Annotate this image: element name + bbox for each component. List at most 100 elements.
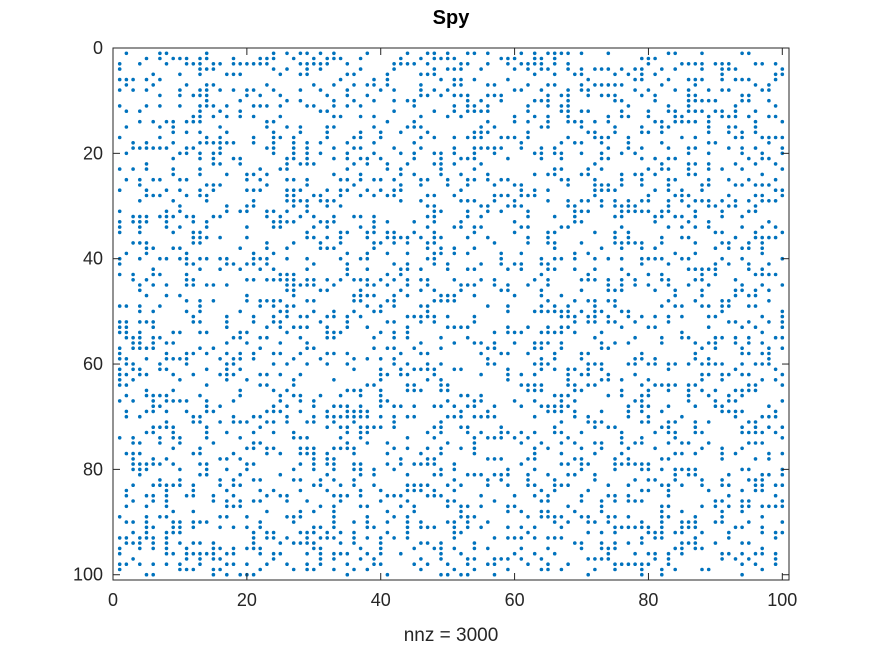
spy-point <box>352 357 356 361</box>
spy-point <box>131 483 135 488</box>
spy-point <box>291 56 296 61</box>
spy-point <box>412 119 417 124</box>
spy-point <box>432 235 437 240</box>
spy-point <box>358 393 363 398</box>
spy-point <box>686 383 691 387</box>
spy-point <box>720 409 724 414</box>
spy-point <box>566 98 570 103</box>
spy-point <box>191 320 196 324</box>
spy-point <box>117 551 122 556</box>
spy-point <box>385 83 390 87</box>
spy-point <box>640 72 644 77</box>
spy-point <box>733 114 738 119</box>
spy-point <box>312 346 316 351</box>
spy-point <box>452 367 457 372</box>
spy-point <box>412 504 417 509</box>
spy-point <box>539 262 544 266</box>
spy-point <box>459 572 463 577</box>
spy-point <box>586 320 590 324</box>
spy-point <box>452 525 457 530</box>
spy-point <box>465 472 470 477</box>
spy-point <box>412 141 417 145</box>
spy-point <box>211 441 216 445</box>
spy-point <box>191 493 196 498</box>
spy-point <box>512 536 517 540</box>
spy-point <box>506 467 510 472</box>
spy-point <box>486 109 490 113</box>
spy-point <box>673 119 677 124</box>
spy-point <box>539 557 544 561</box>
spy-point <box>285 515 289 519</box>
spy-point <box>767 114 771 119</box>
spy-point <box>178 520 182 524</box>
spy-point <box>753 230 758 235</box>
spy-point <box>445 114 450 119</box>
spy-point <box>405 267 410 272</box>
spy-point <box>753 130 758 135</box>
spy-point <box>425 304 430 308</box>
spy-point <box>660 167 664 171</box>
spy-point <box>700 98 704 103</box>
spy-point <box>419 183 423 187</box>
y-tick-label: 40 <box>83 249 103 269</box>
spy-point <box>686 98 691 103</box>
spy-point <box>392 241 396 245</box>
spy-point <box>251 351 256 356</box>
spy-point <box>640 172 644 177</box>
spy-point <box>271 51 276 56</box>
spy-point <box>312 214 316 219</box>
spy-point <box>124 51 129 56</box>
spy-point <box>117 383 122 387</box>
spy-point <box>191 351 196 356</box>
spy-point <box>445 562 450 566</box>
spy-point <box>399 199 403 203</box>
spy-point <box>780 504 785 509</box>
spy-point <box>218 546 222 551</box>
spy-point <box>278 320 283 324</box>
spy-point <box>178 478 182 482</box>
spy-point <box>445 314 450 319</box>
spy-point <box>452 467 457 472</box>
spy-point <box>593 256 597 261</box>
spy-point <box>345 267 350 272</box>
spy-point <box>740 146 744 150</box>
spy-point <box>552 56 557 61</box>
spy-point <box>559 256 564 261</box>
spy-point <box>305 183 309 187</box>
spy-point <box>158 483 162 488</box>
spy-point <box>499 472 504 477</box>
spy-point <box>399 367 403 372</box>
spy-point <box>305 146 309 150</box>
spy-point <box>673 467 677 472</box>
spy-point <box>265 183 269 187</box>
spy-point <box>245 462 249 466</box>
spy-point <box>117 220 122 224</box>
spy-point <box>532 388 537 393</box>
spy-point <box>365 267 370 272</box>
spy-point <box>151 309 155 314</box>
spy-point <box>593 177 597 182</box>
spy-point <box>238 499 242 503</box>
spy-point <box>740 214 744 219</box>
spy-point <box>700 446 704 451</box>
spy-point <box>345 272 350 277</box>
spy-point <box>419 314 423 319</box>
spy-point <box>673 451 677 456</box>
spy-point <box>164 499 169 503</box>
spy-point <box>526 457 530 461</box>
spy-point <box>164 119 169 124</box>
spy-point <box>465 109 470 113</box>
spy-point <box>492 536 497 540</box>
spy-point <box>378 536 383 540</box>
spy-point <box>613 288 617 293</box>
spy-point <box>753 441 758 445</box>
spy-point <box>271 388 276 393</box>
spy-point <box>552 51 557 56</box>
spy-point <box>579 51 584 56</box>
spy-point <box>124 372 129 377</box>
spy-point <box>204 104 209 108</box>
spy-point <box>733 109 738 113</box>
spy-point <box>666 515 671 519</box>
spy-point <box>158 436 162 440</box>
spy-point <box>760 483 764 488</box>
